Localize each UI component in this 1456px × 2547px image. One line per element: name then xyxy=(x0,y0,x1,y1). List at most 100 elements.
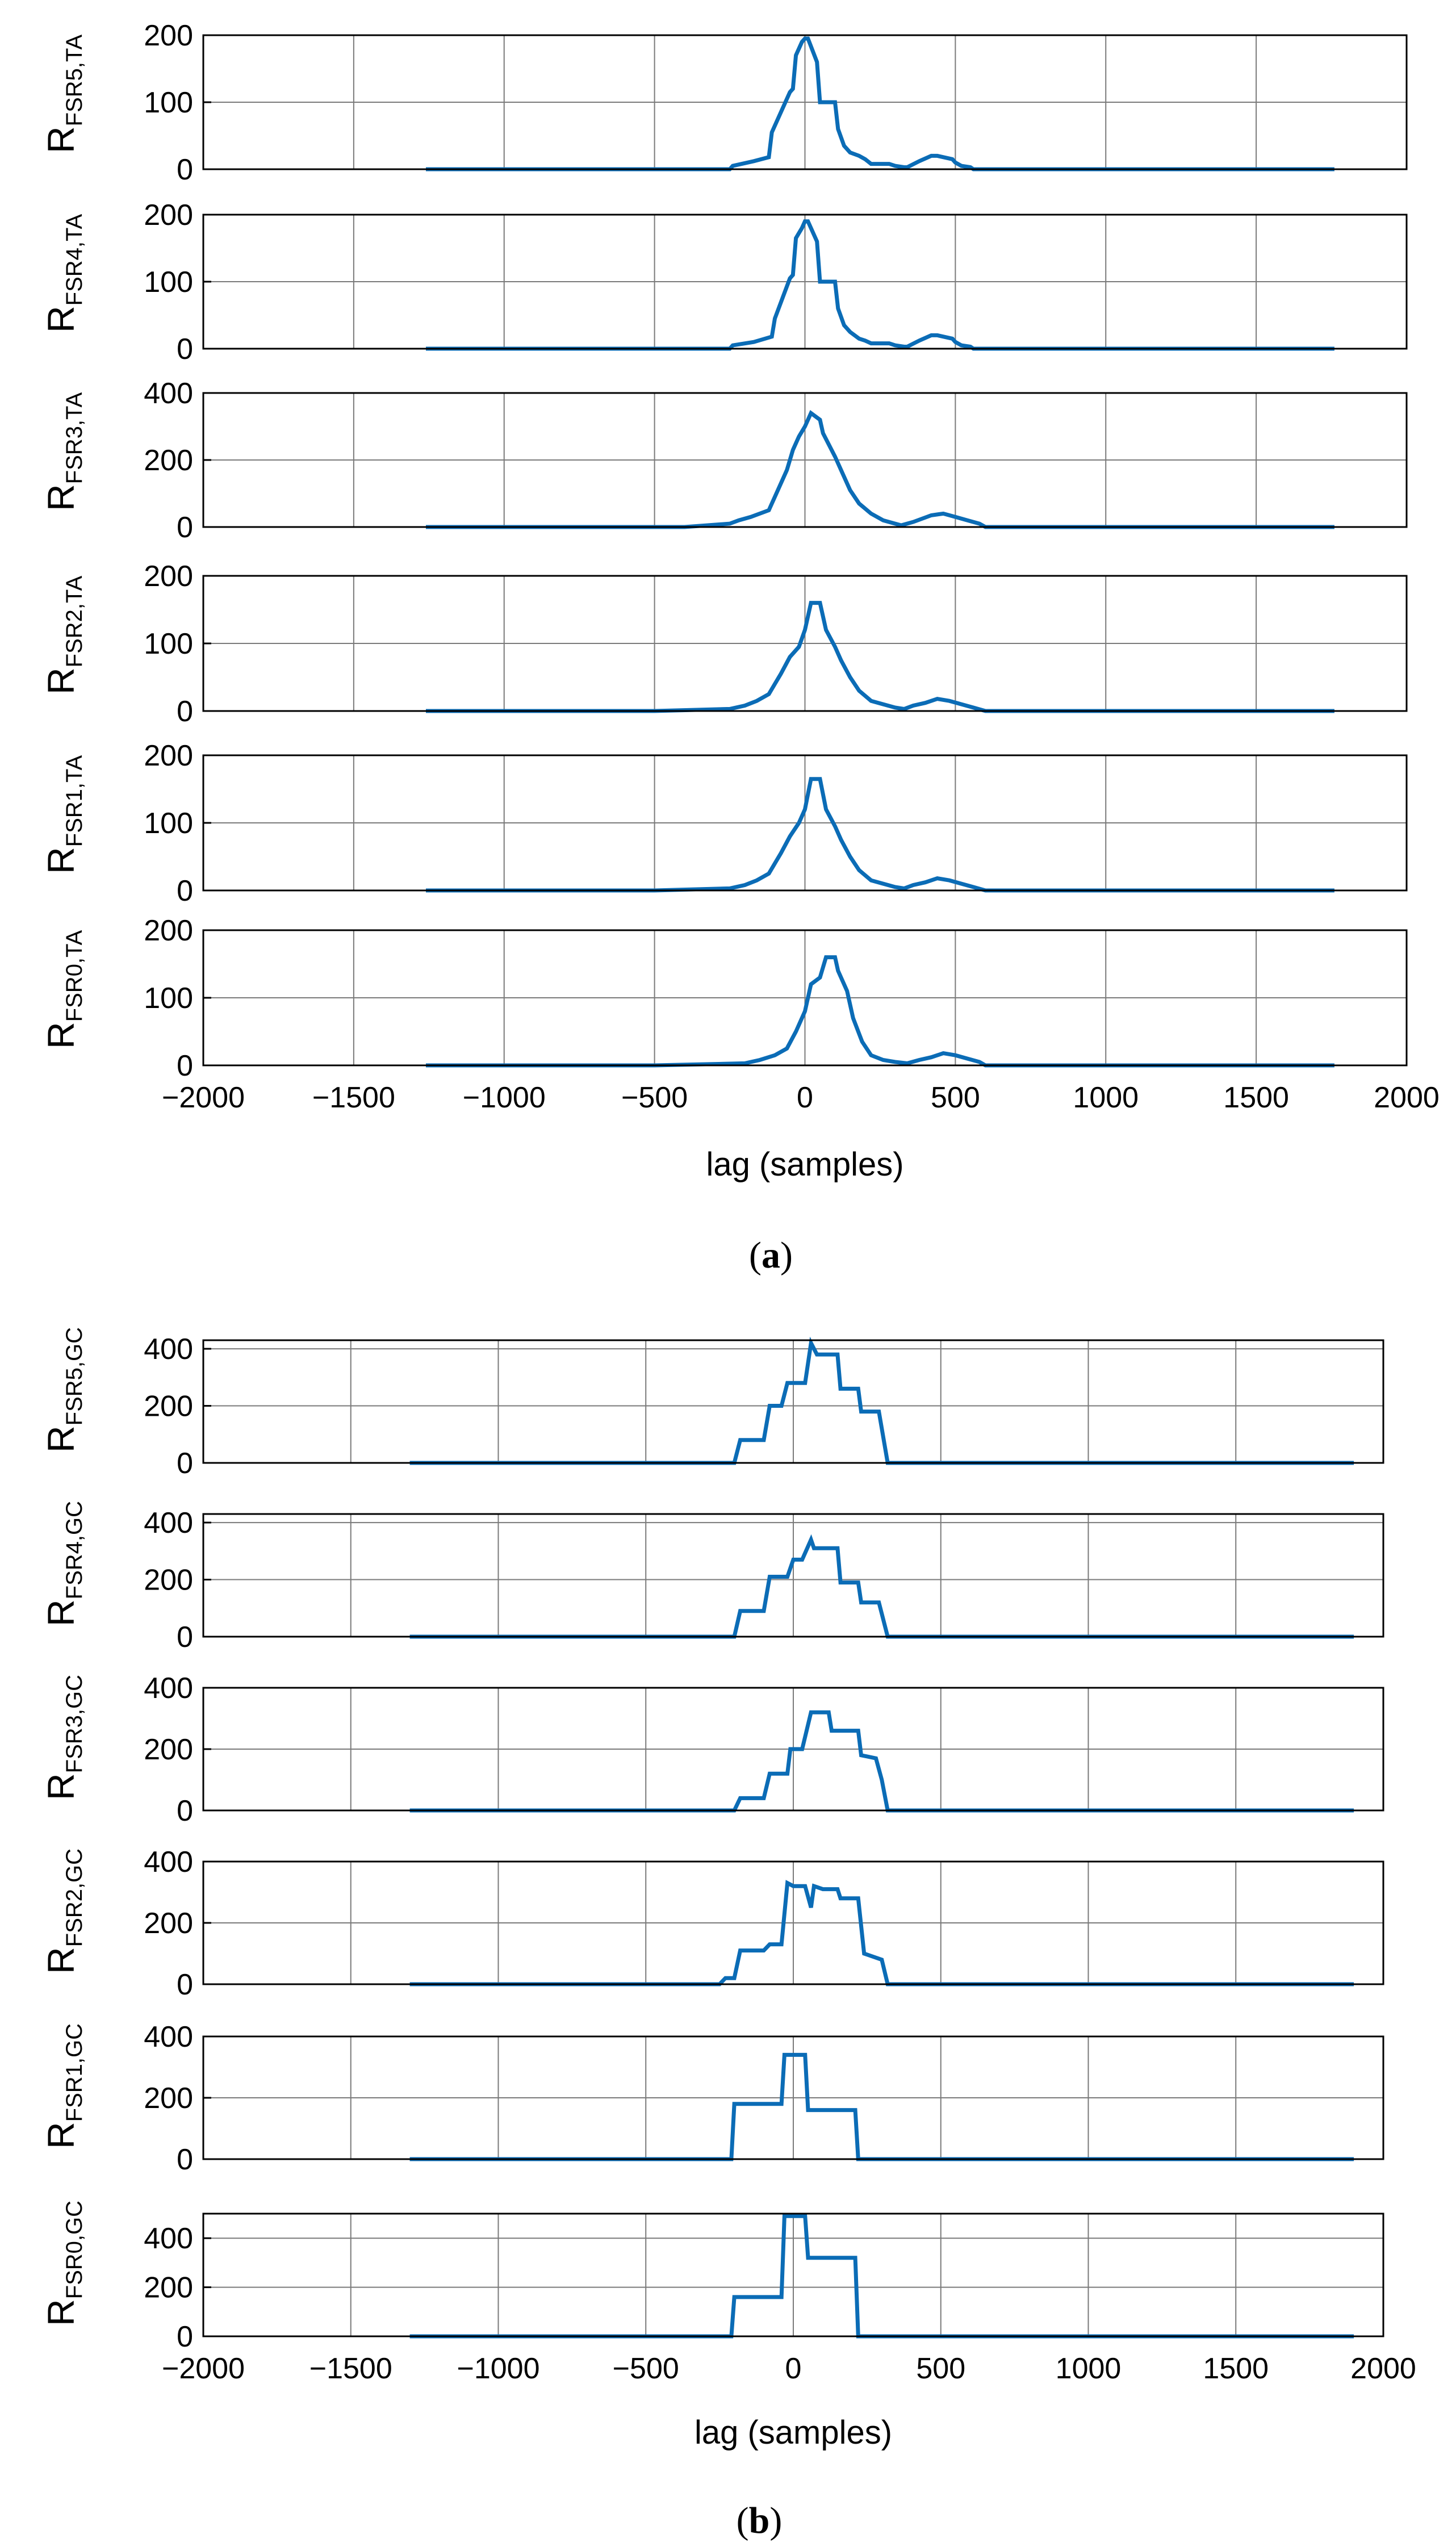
y-axis-label: RFSR1,TA xyxy=(40,755,87,874)
y-axis-label: RFSR3,TA xyxy=(40,392,87,511)
y-tick-label: 200 xyxy=(144,1907,193,1940)
plot-frame xyxy=(202,1339,1384,1464)
y-axis-label: RFSR0,GC xyxy=(40,2201,87,2326)
y-tick-label: 0 xyxy=(177,2143,193,2176)
series-line xyxy=(426,601,1334,713)
y-axis-label: RFSR2,GC xyxy=(40,1848,87,1974)
y-tick-label: 400 xyxy=(144,2021,193,2054)
y-tick-label: 100 xyxy=(144,628,193,660)
y-tick-label: 0 xyxy=(177,333,193,366)
y-tick-label: 0 xyxy=(177,1049,193,1082)
panel-fsr5-gc: 0 200 400 RFSR5,GC xyxy=(40,1327,1384,1480)
x-tick-label: 1500 xyxy=(1203,2352,1269,2385)
y-tick-label: 0 xyxy=(177,1447,193,1480)
x-tick-label: 500 xyxy=(916,2352,965,2385)
x-tick-label: −1500 xyxy=(309,2352,392,2385)
series-line xyxy=(426,36,1334,172)
x-tick-label: 1000 xyxy=(1073,1081,1139,1114)
y-axis-label: RFSR4,GC xyxy=(40,1501,87,1626)
y-axis-label-subscript: FSR3,GC xyxy=(62,1675,87,1773)
y-tick-label: 0 xyxy=(177,511,193,544)
caption-letter: a xyxy=(762,1235,780,1276)
y-tick-label: 0 xyxy=(177,2320,193,2353)
y-axis-label-subscript: FSR0,GC xyxy=(62,2201,87,2299)
y-axis-label-subscript: FSR4,GC xyxy=(62,1501,87,1599)
y-tick-label: 0 xyxy=(177,1795,193,1827)
y-tick-label: 200 xyxy=(144,19,193,52)
series-line xyxy=(409,1336,1354,1465)
y-axis-label-subscript: FSR3,TA xyxy=(62,392,87,484)
y-axis-label-subscript: FSR0,TA xyxy=(62,930,87,1022)
series-line xyxy=(426,955,1334,1068)
panel-fsr3-ta: 0 200 400 RFSR3,TA xyxy=(40,377,1408,544)
panel-fsr2-gc: 0 200 400 RFSR2,GC xyxy=(40,1846,1384,2001)
y-axis-label: RFSR5,GC xyxy=(40,1327,87,1453)
y-tick-label: 0 xyxy=(177,695,193,728)
y-tick-label: 100 xyxy=(144,86,193,119)
x-axis-label: lag (samples) xyxy=(694,2414,892,2451)
y-tick-label: 200 xyxy=(144,444,193,477)
y-tick-label: 400 xyxy=(144,377,193,410)
y-axis-label-subscript: FSR4,TA xyxy=(62,214,87,306)
caption-letter: b xyxy=(749,2500,770,2541)
series-line xyxy=(409,2052,1354,2161)
plot-frame xyxy=(202,1513,1384,1638)
series-line xyxy=(426,219,1334,351)
caption-close-paren: ) xyxy=(769,2500,782,2541)
y-tick-label: 0 xyxy=(177,1621,193,1654)
y-axis-label: RFSR2,TA xyxy=(40,576,87,695)
figure-caption: (a) xyxy=(749,1235,793,1276)
panel-fsr1-ta: 0 100 200 RFSR1,TA xyxy=(40,739,1408,907)
y-tick-label: 200 xyxy=(144,1733,193,1766)
y-tick-label: 0 xyxy=(177,875,193,907)
series-line xyxy=(426,777,1334,893)
panel-fsr5-ta: 0 100 200 RFSR5,TA xyxy=(40,19,1408,186)
series-line xyxy=(409,2214,1354,2339)
panel-fsr2-ta: 0 100 200 RFSR2,TA xyxy=(40,560,1408,728)
y-axis-label-subscript: FSR5,GC xyxy=(62,1327,87,1425)
y-axis-label: RFSR4,TA xyxy=(40,214,87,333)
panel-fsr4-gc: 0 200 400 RFSR4,GC xyxy=(40,1501,1384,1654)
y-axis-label: RFSR5,TA xyxy=(40,35,87,153)
figure-caption: (b) xyxy=(737,2500,783,2541)
x-tick-label: −1000 xyxy=(463,1081,546,1114)
y-axis-label: RFSR3,GC xyxy=(40,1675,87,1800)
y-axis-label: RFSR0,TA xyxy=(40,930,87,1049)
plot-frame xyxy=(202,2213,1384,2337)
caption-open-paren: ( xyxy=(737,2500,749,2541)
panel-fsr4-ta: 0 100 200 RFSR4,TA xyxy=(40,199,1408,366)
y-axis-label-subscript: FSR2,GC xyxy=(62,1848,87,1947)
x-tick-label: 2000 xyxy=(1350,2352,1416,2385)
chart-figure-a: 0 100 200 RFSR5,TA 0 100 200 RFSR4,TA 0 200 400 RFS… xyxy=(40,19,1440,1276)
series-line xyxy=(426,409,1334,529)
y-tick-label: 100 xyxy=(144,807,193,840)
caption-close-paren: ) xyxy=(780,1235,793,1276)
y-tick-label: 200 xyxy=(144,2272,193,2305)
x-axis-label: lag (samples) xyxy=(706,1146,903,1183)
x-tick-label: −2000 xyxy=(162,2352,245,2385)
y-tick-label: 200 xyxy=(144,2082,193,2115)
panel-fsr0-ta: 0 100 200 RFSR0,TA xyxy=(40,914,1408,1082)
y-tick-label: 200 xyxy=(144,199,193,232)
x-tick-label: 1000 xyxy=(1056,2352,1122,2385)
chart-figure-b: 0 200 400 RFSR5,GC 0 200 400 RFSR4,GC 0 200 400 RFS… xyxy=(40,1327,1416,2541)
series-line xyxy=(409,1534,1354,1639)
x-tick-label: −2000 xyxy=(162,1081,245,1114)
x-tick-label: −500 xyxy=(621,1081,688,1114)
y-tick-label: 400 xyxy=(144,1672,193,1705)
x-tick-label: 0 xyxy=(785,2352,802,2385)
y-tick-label: 200 xyxy=(144,739,193,772)
y-tick-label: 100 xyxy=(144,266,193,299)
panel-fsr1-gc: 0 200 400 RFSR1,GC xyxy=(40,2021,1384,2176)
panel-fsr0-gc: 0 200 400 RFSR0,GC xyxy=(40,2201,1384,2353)
x-tick-label: −500 xyxy=(613,2352,679,2385)
x-tick-label: 500 xyxy=(931,1081,980,1114)
x-tick-label: −1500 xyxy=(312,1081,395,1114)
panel-fsr3-gc: 0 200 400 RFSR3,GC xyxy=(40,1672,1384,1827)
y-axis-label-subscript: FSR1,TA xyxy=(62,755,87,847)
series-line xyxy=(409,1710,1354,1813)
y-tick-label: 400 xyxy=(144,1333,193,1366)
y-axis-label: RFSR1,GC xyxy=(40,2023,87,2149)
caption-open-paren: ( xyxy=(749,1235,762,1276)
